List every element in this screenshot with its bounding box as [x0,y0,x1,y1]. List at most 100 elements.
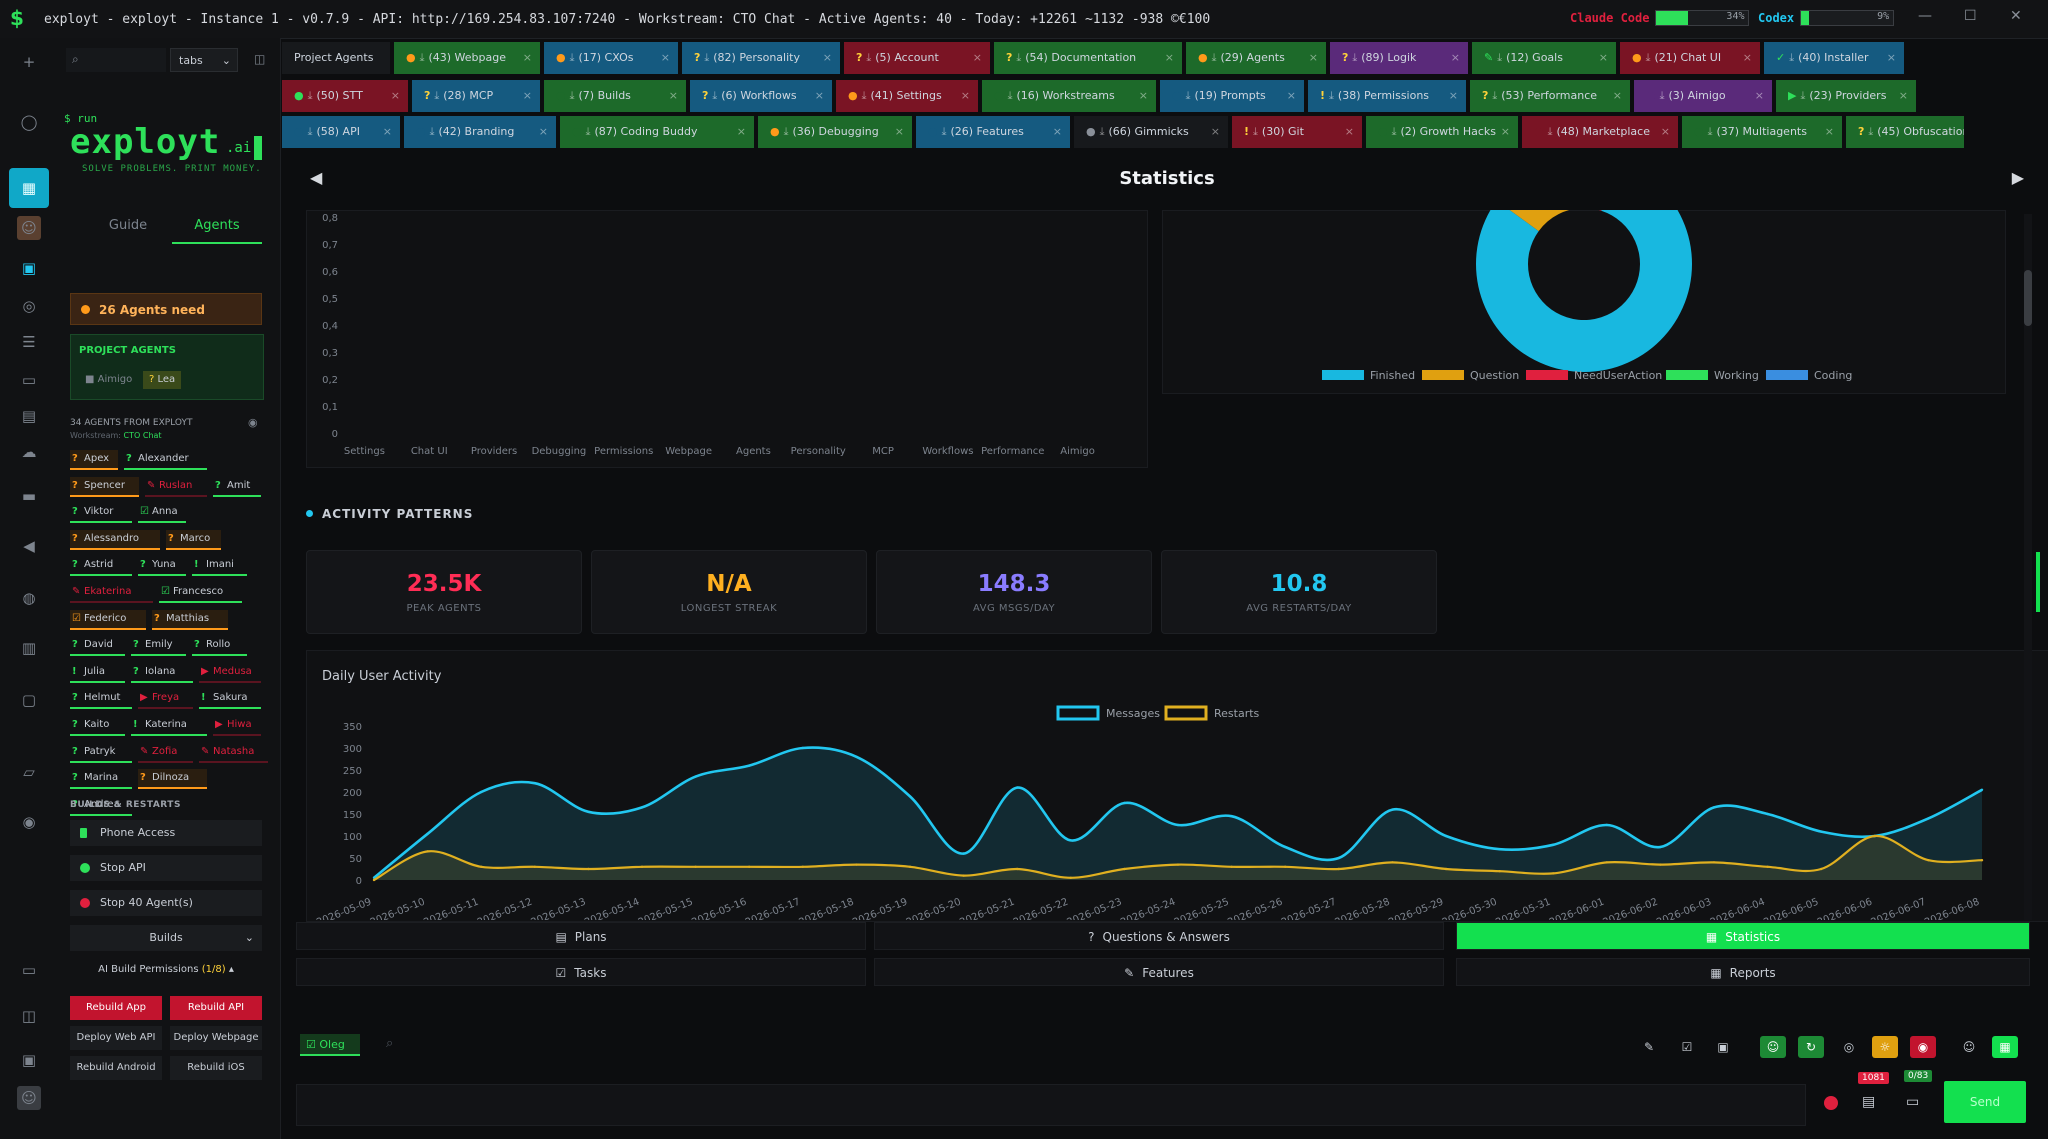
document-icon[interactable]: ▤ [21,407,37,425]
alert-icon[interactable]: ◉ [1910,1036,1936,1058]
tab-item[interactable]: ● ⤓ (43) Webpage × [394,42,540,74]
send-button[interactable]: Send [1944,1081,2026,1123]
scrollbar-thumb[interactable] [2024,270,2032,326]
list-icon[interactable]: ☰ [22,333,36,351]
agent-item[interactable]: ? Alexander [124,450,207,470]
project-agent-aimigo[interactable]: ■ Aimigo [79,371,138,389]
agent-item[interactable]: ✎ Ekaterina [70,583,153,603]
user-chip[interactable]: ☑ Oleg [300,1034,360,1056]
agent-item[interactable]: ! Imani [192,556,247,577]
tab-close-icon[interactable]: × [972,51,982,64]
cloud-icon[interactable]: ☁ [21,443,37,461]
tab-close-icon[interactable]: × [1210,125,1220,138]
agent-item[interactable]: ? Dilnoza [138,769,207,790]
rebuild-ios-button[interactable]: Rebuild iOS [170,1056,262,1080]
tab-item[interactable]: ▶ ⤓ (23) Providers × [1776,80,1916,112]
agent-item[interactable]: ▶ Medusa [199,663,261,683]
tab-item[interactable]: ? ⤓ (82) Personality × [682,42,840,74]
panel-toggle-icon[interactable]: ◫ [254,52,266,66]
tab-close-icon[interactable]: × [1886,51,1896,64]
tab-close-icon[interactable]: × [1754,89,1764,102]
tab-item[interactable]: ✓ ⤓ (40) Installer × [1764,42,1904,74]
lightbulb-icon[interactable]: ☼ [1872,1036,1898,1058]
message-input[interactable] [296,1084,1806,1126]
tab-close-icon[interactable]: × [822,51,832,64]
agent-item[interactable]: ? Viktor [70,503,132,524]
tab-item[interactable]: ● ⤓ (87) Coding Buddy × [560,116,754,148]
agent-item[interactable]: ? Iolana [131,663,193,683]
refresh-icon[interactable]: ↻ [1798,1036,1824,1058]
tab-agents[interactable]: Agents [194,218,240,233]
tab-close-icon[interactable]: × [382,125,392,138]
tab-item[interactable]: ● ⤓ (7) Builds × [544,80,686,112]
tab-close-icon[interactable]: × [1052,125,1062,138]
tab-close-icon[interactable]: × [1138,89,1148,102]
sidebar-search[interactable]: ⌕ [66,48,166,72]
grid-view-icon[interactable]: ▦ [1992,1036,2018,1058]
tab-close-icon[interactable]: × [1660,125,1670,138]
tab-guide[interactable]: Guide [108,218,148,233]
tab-item[interactable]: ● ⤓ (2) Growth Hacks × [1366,116,1518,148]
money-bag-icon[interactable]: ◍ [22,589,36,607]
tab-item[interactable]: ● ⤓ (16) Workstreams × [982,80,1156,112]
tab-item[interactable]: ? ⤓ (5) Account × [844,42,990,74]
agent-item[interactable]: ? Astrid [70,556,132,577]
tab-item[interactable]: ● ⤓ (50) STT × [282,80,408,112]
agent-item[interactable]: ▶ Freya [138,689,193,710]
tab-item[interactable]: ● ⤓ (37) Multiagents × [1682,116,1842,148]
bottom-tab-features[interactable]: ✎ Features [874,958,1444,986]
tab-item[interactable]: ● ⤓ (29) Agents × [1186,42,1326,74]
chat-icon[interactable]: ◫ [21,1007,37,1025]
agent-item[interactable]: ? Yuna [138,556,186,577]
tab-item[interactable]: ● ⤓ (42) Branding × [404,116,556,148]
target-icon[interactable]: ◎ [22,297,36,315]
agent-item[interactable]: ! Julia [70,663,125,683]
dashboard-icon[interactable]: ▦ [9,168,49,208]
bottom-tab-questions-answers[interactable]: ? Questions & Answers [874,922,1444,950]
agent-item[interactable]: ? Spencer [70,476,139,497]
tab-item[interactable]: ● ⤓ (3) Aimigo × [1634,80,1772,112]
agent-item[interactable]: ☑ Francesco [159,583,242,603]
search-icon[interactable]: ⌕ [386,1036,394,1051]
tab-item[interactable]: ? ⤓ (53) Performance × [1470,80,1630,112]
tab-item[interactable]: ? ⤓ (6) Workflows × [690,80,832,112]
target-icon[interactable]: ◎ [1843,1040,1855,1054]
agent-avatar-icon[interactable]: ☺ [17,216,41,240]
tab-close-icon[interactable]: × [1824,125,1834,138]
tab-item[interactable]: ✎ ⤓ (12) Goals × [1472,42,1616,74]
agent-item[interactable]: ? Matthias [152,609,228,630]
close-icon[interactable]: ✕ [2010,8,2022,24]
tab-item[interactable]: ● ⤓ (41) Settings × [836,80,978,112]
save-icon[interactable]: ▣ [1717,1040,1729,1054]
agent-item[interactable]: ? Helmut [70,689,132,710]
agent-item[interactable]: ▶ Hiwa [213,716,261,736]
tab-close-icon[interactable]: × [960,89,970,102]
agent-item[interactable]: ! Sakura [199,689,261,710]
stop-api-button[interactable]: Stop API [70,855,262,881]
tab-item[interactable]: ● ⤓ (21) Chat UI × [1620,42,1760,74]
agent-item[interactable]: ✎ Ruslan [145,477,207,497]
briefcase-icon[interactable]: ▣ [21,1051,37,1069]
document-icon[interactable]: ▤ [1862,1094,1876,1110]
bottom-tab-tasks[interactable]: ☑ Tasks [296,958,866,986]
tab-item[interactable]: ● ⤓ (36) Debugging × [758,116,912,148]
tab-close-icon[interactable]: × [894,125,904,138]
bottom-tab-reports[interactable]: ▦ Reports [1456,958,2030,986]
tab-close-icon[interactable]: × [538,125,548,138]
tab-close-icon[interactable]: × [1286,89,1296,102]
rebuild-android-button[interactable]: Rebuild Android [70,1056,162,1080]
bottom-tab-statistics[interactable]: ▦ Statistics [1456,922,2030,950]
wrench-icon[interactable]: ✎ [1643,1040,1655,1054]
tab-item[interactable]: ? ⤓ (28) MCP × [412,80,540,112]
agent-item[interactable]: ? Emily [131,636,186,657]
open-book-icon[interactable]: ▭ [21,961,37,979]
tab-close-icon[interactable]: × [1598,51,1608,64]
tab-item[interactable]: ? ⤓ (45) Obfuscation [1846,116,1964,148]
tab-close-icon[interactable]: × [522,89,532,102]
lock-icon[interactable]: ▢ [21,691,37,709]
ai-build-permissions[interactable]: AI Build Permissions (1/8) ▴ [70,964,262,975]
builds-dropdown[interactable]: Builds ⌄ [70,925,262,951]
content-scrollbar[interactable] [2024,214,2032,920]
agent-item[interactable]: ? David [70,636,125,657]
tab-close-icon[interactable]: × [1500,125,1510,138]
